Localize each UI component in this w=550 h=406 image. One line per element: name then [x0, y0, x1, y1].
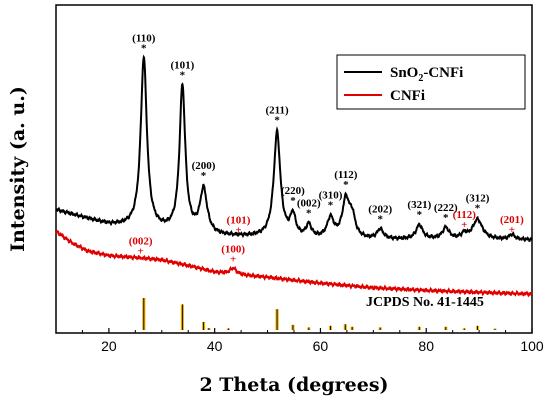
peak-marker-star: * [443, 212, 449, 224]
x-axis-ticks: 20 40 60 80 100 [55, 328, 544, 354]
peak-marker-plus: + [509, 224, 515, 236]
reference-label: JCPDS No. 41-1445 [366, 295, 484, 310]
peak-label: (200) [192, 160, 216, 172]
legend-label-sno2-rest: -CNFi [423, 65, 463, 81]
x-tick-label: 60 [313, 338, 329, 354]
peak-marker-star: * [201, 170, 207, 182]
x-axis-title: 2 Theta (degrees) [199, 374, 388, 396]
y-axis-title: Intensity (a. u.) [7, 86, 29, 252]
peak-marker-star: * [475, 202, 481, 214]
peak-label: (312) [466, 192, 490, 204]
x-tick-label: 40 [207, 338, 223, 354]
plot-frame [55, 4, 533, 334]
peak-label: (101) [170, 59, 194, 71]
peak-marker-plus: + [230, 253, 236, 265]
peak-label: (110) [132, 32, 156, 44]
peak-label: (101) [227, 214, 251, 226]
peak-label: (220) [281, 185, 305, 197]
legend: SnO2-CNFi CNFi [336, 54, 526, 110]
peak-marker-star: * [377, 214, 383, 226]
peak-label: (112) [453, 209, 477, 221]
peak-label: (222) [434, 202, 458, 214]
peak-label: (202) [368, 204, 392, 216]
x-tick-label: 80 [418, 338, 434, 354]
peak-label: (211) [265, 105, 289, 117]
peak-label: (321) [407, 199, 431, 211]
peak-marker-star: * [343, 179, 349, 191]
peak-marker-star: * [180, 69, 186, 81]
peak-label: (310) [319, 190, 343, 202]
legend-label-sno2-sub: 2 [418, 73, 423, 84]
peak-marker-star: * [417, 209, 423, 221]
legend-box [336, 54, 526, 110]
reference-peaks [142, 298, 497, 330]
legend-label-sno2-base: SnO [390, 65, 418, 81]
peak-label: (112) [334, 169, 358, 181]
legend-label-cnfi: CNFi [390, 88, 425, 104]
peak-label: (002) [297, 197, 321, 209]
peak-marker-plus: + [461, 219, 467, 231]
peak-label: (002) [129, 236, 153, 248]
x-tick-label: 20 [101, 338, 117, 354]
peak-labels: *(110)*(101)*(200)*(211)*(220)*(002) *(31… [129, 32, 524, 265]
peak-marker-star: * [306, 207, 312, 219]
peak-marker-plus: + [235, 224, 241, 236]
peak-marker-star: * [141, 42, 147, 54]
peak-label: (201) [500, 214, 524, 226]
peak-marker-star: * [328, 200, 334, 212]
legend-label-sno2-cnfi: SnO2-CNFi [390, 65, 463, 84]
peak-label: (100) [221, 243, 245, 255]
peak-marker-star: * [274, 115, 280, 127]
series-line-sno2-cnfi [55, 54, 533, 243]
x-tick-label: 100 [520, 338, 544, 354]
peak-marker-plus: + [137, 246, 143, 258]
series-line-cnfi [55, 230, 533, 298]
peak-marker-star: * [290, 195, 296, 207]
